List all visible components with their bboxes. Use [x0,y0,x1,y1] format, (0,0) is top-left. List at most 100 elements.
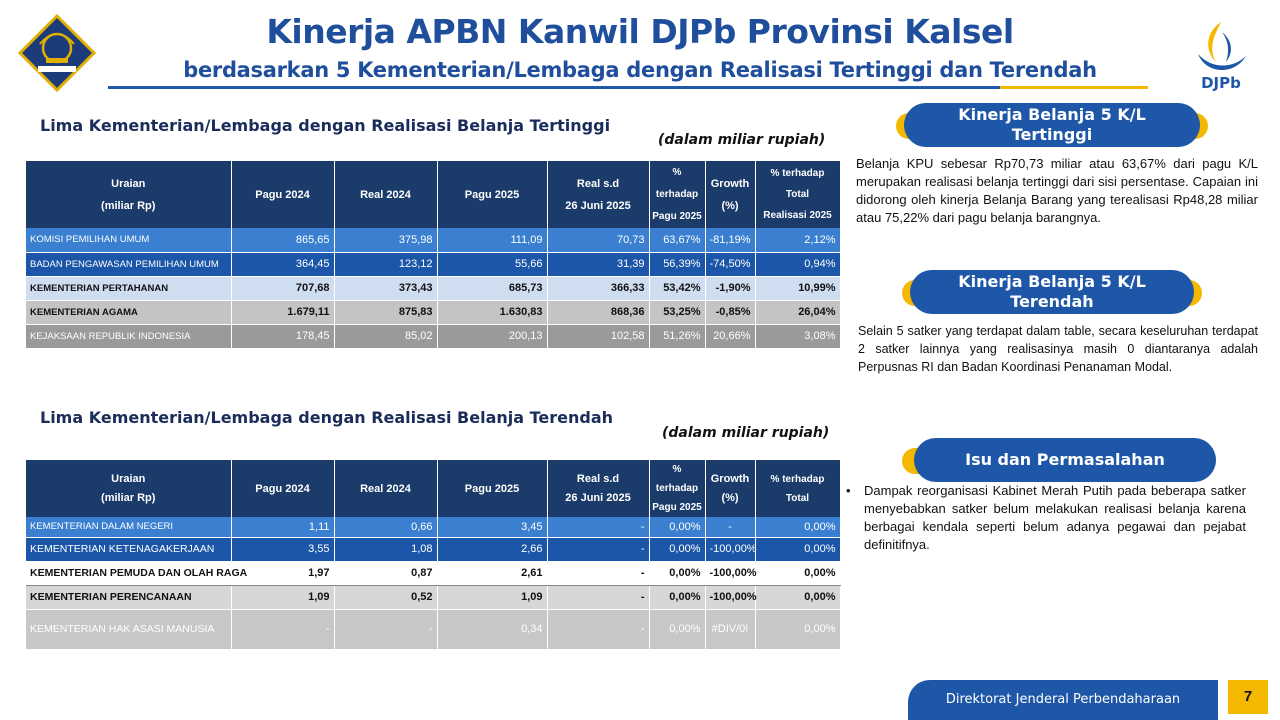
cell-real: 102,58 [547,324,650,349]
cell-real: - [547,517,650,538]
cell-real: 70,73 [547,228,650,253]
lowest-text: Selain 5 satker yang terdapat dalam tabl… [858,324,1258,374]
col-real2024: Real 2024 [334,460,438,517]
cell-name: KEMENTERIAN AGAMA [26,300,232,325]
cell-pct: 0,00% [649,561,706,586]
cell-growth: -74,50% [705,252,756,277]
page-subtitle: berdasarkan 5 Kementerian/Lembaga dengan… [183,58,1097,82]
issue-item: • Dampak reorganisasi Kabinet Merah Puti… [846,482,1246,554]
table-row: BADAN PENGAWASAN PEMILIHAN UMUM 364,45 1… [26,252,841,277]
table-row: KEMENTERIAN PERENCANAAN 1,09 0,52 1,09 -… [26,585,841,610]
cell-pagu2024: 364,45 [231,252,335,277]
cell-growth: 20,66% [705,324,756,349]
cell-growth: -100,00% [705,537,757,562]
cell-name: KEMENTERIAN PERENCANAAN [26,585,232,610]
cell-pagu2025: 2,66 [437,537,548,562]
cell-pagu2025: 55,66 [437,252,548,277]
cell-growth: -100,00% [705,561,757,586]
cell-real2024: 375,98 [334,228,438,253]
cell-pagu2025: 0,34 [437,609,548,650]
issues-list: • Dampak reorganisasi Kabinet Merah Puti… [846,482,1246,554]
cell-pagu2025: 1.630,83 [437,300,548,325]
lowest-heading-label: Kinerja Belanja 5 K/L Terendah [910,270,1194,314]
col-growth: Growth (%) [705,161,756,228]
cell-real2024: 85,02 [334,324,438,349]
table-row: KEMENTERIAN PERTAHANAN 707,68 373,43 685… [26,276,841,301]
cell-pagu2025: 1,09 [437,585,548,610]
cell-name: KOMISI PEMILIHAN UMUM [26,228,232,253]
header-divider [108,86,1148,89]
cell-total: 10,99% [755,276,841,301]
issue-text: Dampak reorganisasi Kabinet Merah Putih … [864,483,1246,552]
cell-pagu2025: 3,45 [437,517,548,538]
cell-total: 0,00% [755,537,841,562]
cell-pagu2025: 200,13 [437,324,548,349]
cell-pct: 0,00% [649,517,706,538]
cell-pct: 53,25% [649,300,706,325]
cell-real: 366,33 [547,276,650,301]
cell-real: 31,39 [547,252,650,277]
cell-real2024: 123,12 [334,252,438,277]
cell-growth: #DIV/0! [705,609,756,650]
cell-pagu2025: 2,61 [437,561,548,586]
cell-total: 0,00% [755,517,841,538]
cell-total: 0,94% [755,252,841,277]
cell-pct: 51,26% [649,324,706,349]
cell-name: KEMENTERIAN PERTAHANAN [26,276,232,301]
cell-name: KEMENTERIAN PEMUDA DAN OLAH RAGA [26,561,247,586]
cell-pagu2024: 865,65 [231,228,335,253]
col-total: % terhadap Total Realisasi 2025 [755,161,841,228]
table-row: KEJAKSAAN REPUBLIK INDONESIA 178,45 85,0… [26,324,841,349]
top-table-title: Lima Kementerian/Lembaga dengan Realisas… [40,116,611,135]
cell-real2024: 0,66 [334,517,438,538]
col-real: Real s.d 26 Juni 2025 [547,460,650,517]
footer-label: Direktorat Jenderal Perbendaharaan [908,680,1218,720]
cell-real2024: 0,52 [334,585,438,610]
cell-real2024: - [334,609,438,650]
issues-heading-label: Isu dan Permasalahan [914,438,1216,482]
cell-pagu2024: 178,45 [231,324,335,349]
cell-total: 26,04% [755,300,841,325]
cell-growth: -81,19% [705,228,756,253]
bottom-table: Uraian (miliar Rp) Pagu 2024 Real 2024 Pa… [26,460,841,650]
cell-real: - [547,585,650,610]
cell-pagu2024: 3,55 [231,537,335,562]
col-pagu2024: Pagu 2024 [231,460,335,517]
cell-total: 0,00% [755,561,841,586]
cell-name: BADAN PENGAWASAN PEMILIHAN UMUM [26,252,232,277]
highest-text: Belanja KPU sebesar Rp70,73 miliar atau … [856,156,1258,225]
top-table: Uraian (miliar Rp) Pagu 2024 Real 2024 Pa… [26,161,841,349]
cell-pct: 56,39% [649,252,706,277]
cell-pct: 0,00% [649,609,706,650]
cell-real: 868,36 [547,300,650,325]
lowest-heading: Kinerja Belanja 5 K/L Terendah [902,270,1202,314]
cell-real2024: 1,08 [334,537,438,562]
bullet-icon: • [846,483,851,498]
cell-name: KEMENTERIAN KETENAGAKERJAAN [26,537,232,562]
cell-pagu2024: 1.679,11 [231,300,335,325]
page-title: Kinerja APBN Kanwil DJPb Provinsi Kalsel [266,12,1014,51]
cell-pagu2025: 111,09 [437,228,548,253]
table-row: KEMENTERIAN AGAMA 1.679,11 875,83 1.630,… [26,300,841,325]
highest-heading: Kinerja Belanja 5 K/L Tertinggi [896,103,1208,147]
cell-pct: 0,00% [649,585,706,610]
col-real: Real s.d 26 Juni 2025 [547,161,650,228]
cell-growth: -100,00% [705,585,757,610]
table-row: KOMISI PEMILIHAN UMUM 865,65 375,98 111,… [26,228,841,253]
djpb-logo: DJPb [1186,18,1256,94]
col-pagu2025: Pagu 2025 [437,460,548,517]
cell-real2024: 0,87 [334,561,438,586]
top-table-unit: (dalam miliar rupiah) [658,132,826,148]
cell-total: 0,00% [755,609,841,650]
table-header-row: Uraian (miliar Rp) Pagu 2024 Real 2024 Pa… [26,161,841,228]
djpb-logo-text: DJPb [1201,74,1241,92]
cell-pct: 0,00% [649,537,706,562]
col-pagu2025: Pagu 2025 [437,161,548,228]
page-number: 7 [1228,680,1268,714]
highest-heading-label: Kinerja Belanja 5 K/L Tertinggi [904,103,1200,147]
col-pagu2024: Pagu 2024 [231,161,335,228]
cell-real2024: 875,83 [334,300,438,325]
table-row: KEMENTERIAN DALAM NEGERI 1,11 0,66 3,45 … [26,517,841,538]
cell-growth: -1,90% [705,276,756,301]
cell-real2024: 373,43 [334,276,438,301]
